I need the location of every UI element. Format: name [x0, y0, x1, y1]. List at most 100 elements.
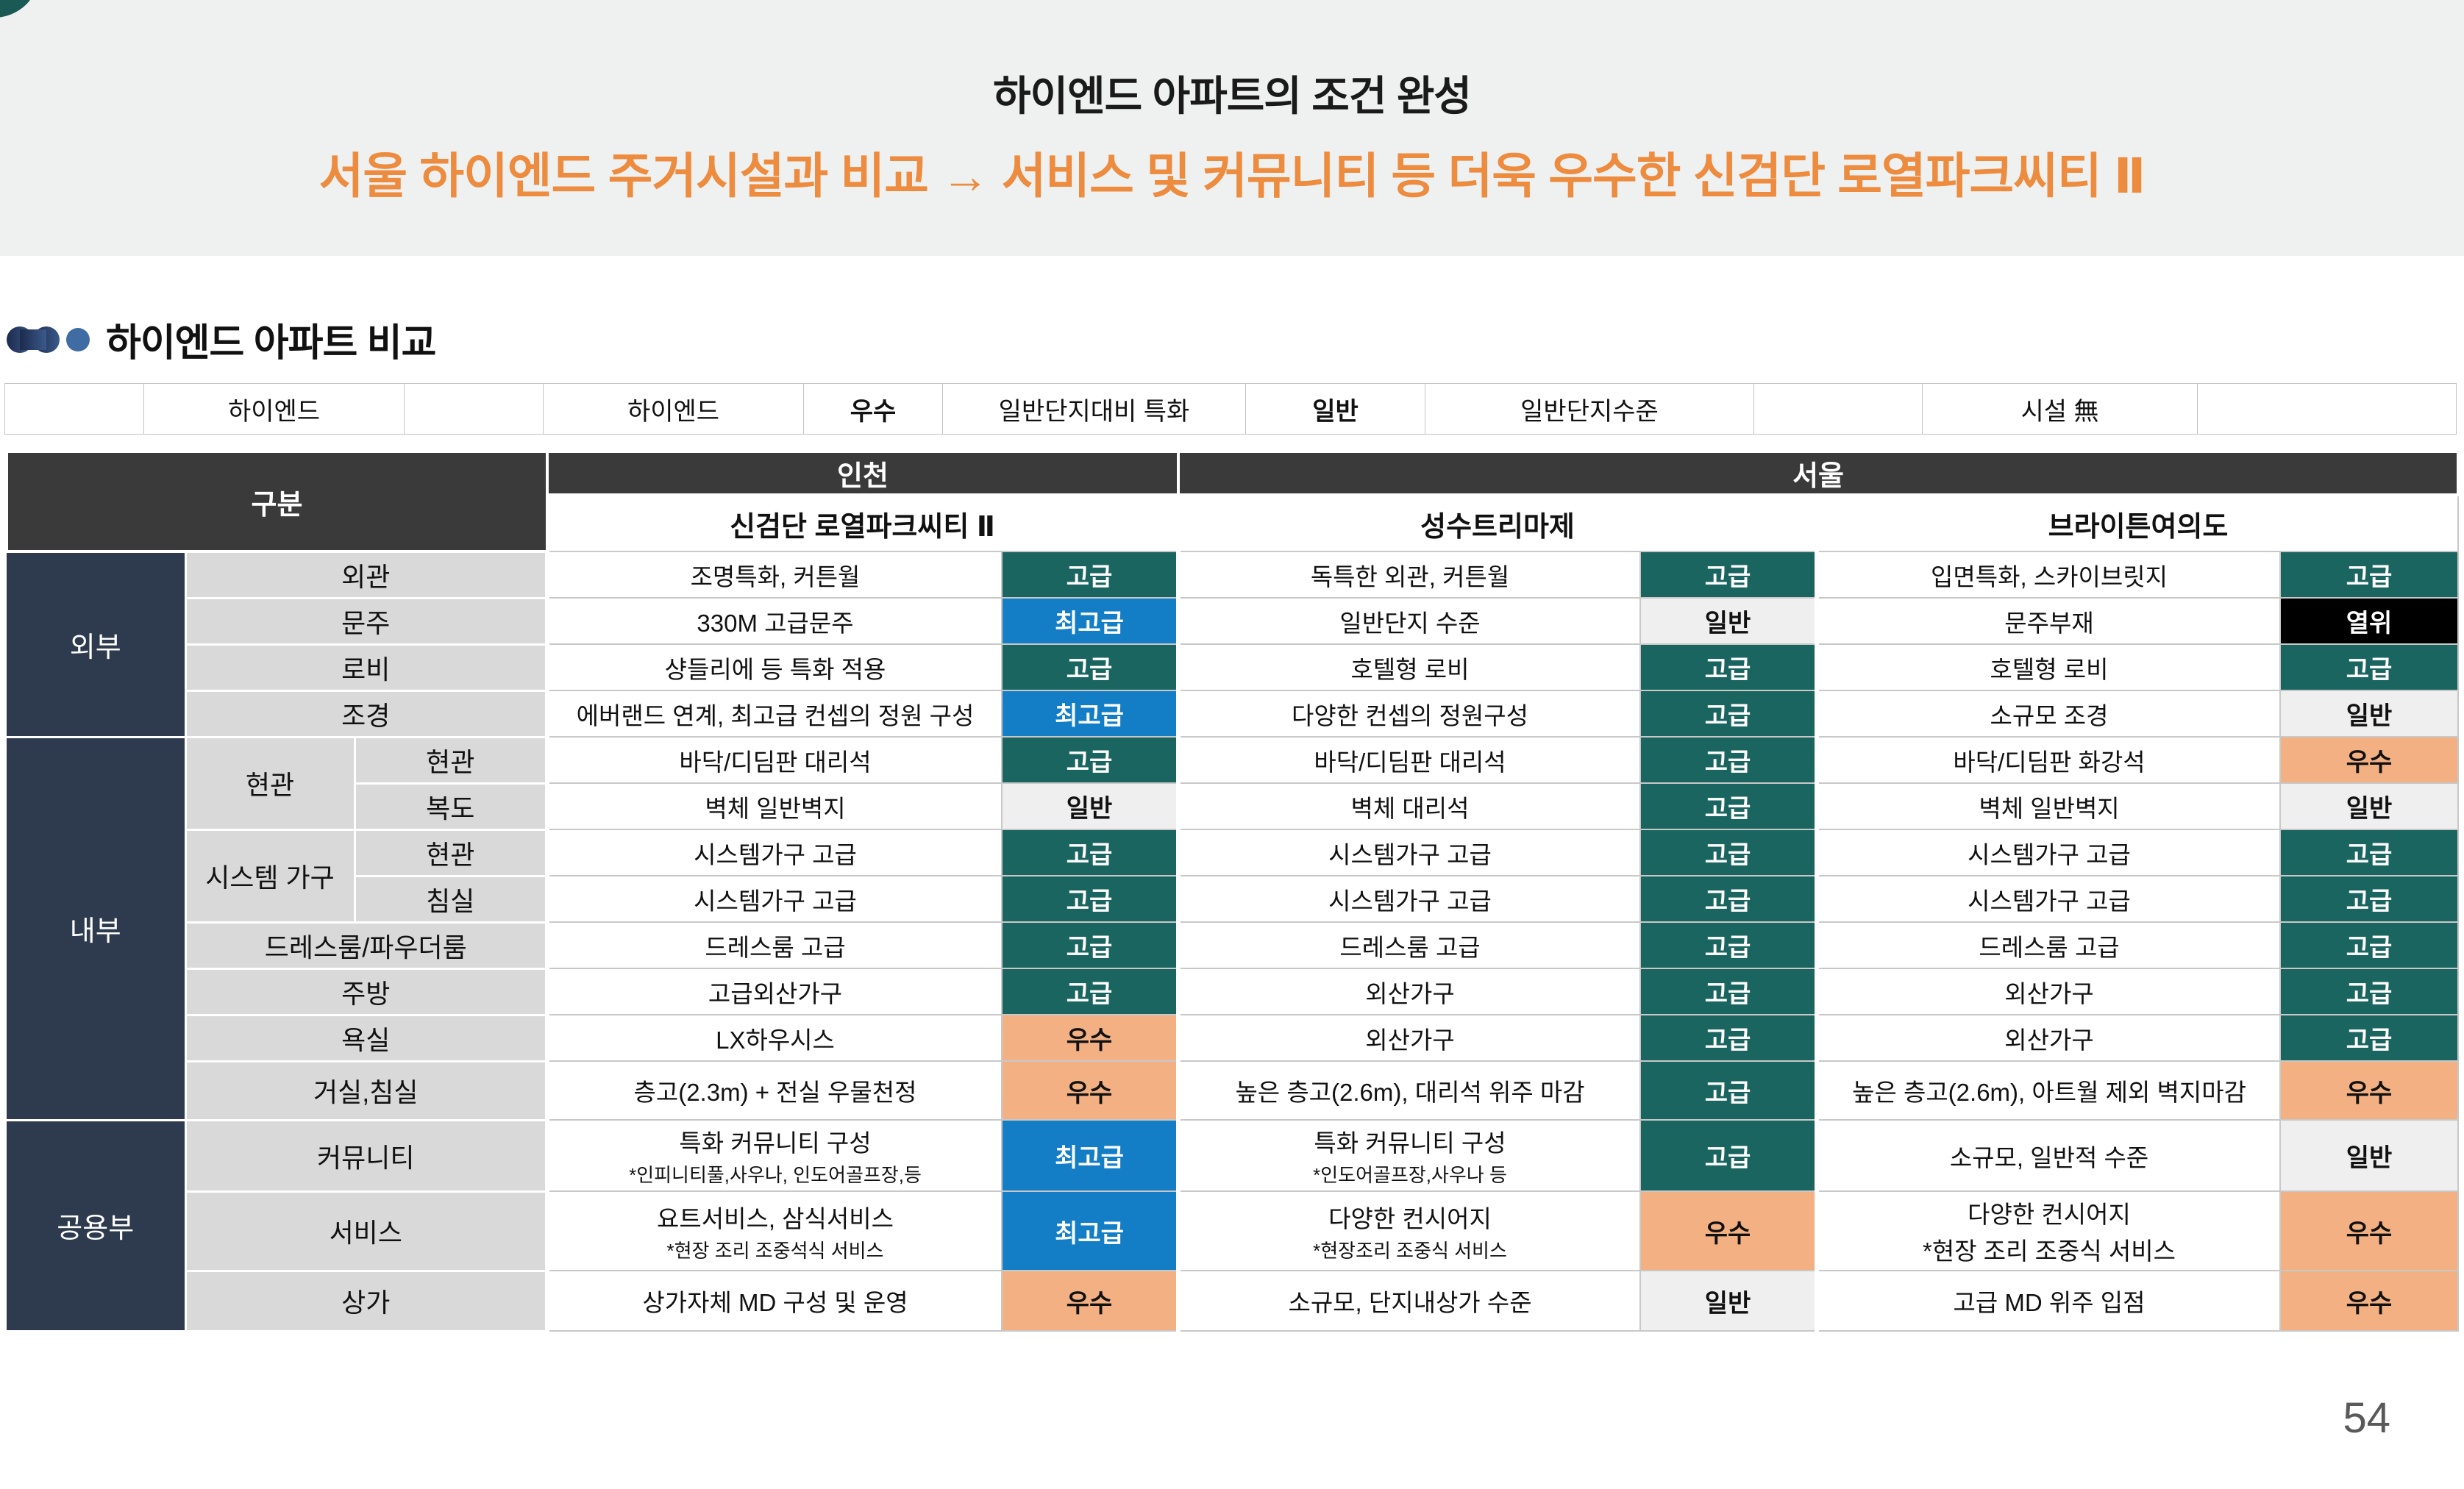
rating-label: 우수: [2346, 1079, 2393, 1107]
feature-text: 외산가구: [2004, 979, 2094, 1007]
rating-badge: 일반: [1639, 597, 1820, 645]
category-label: 서비스: [184, 1190, 549, 1272]
rating-label: 열위: [2346, 610, 2393, 638]
feature-text: LX하우시스: [716, 1026, 835, 1054]
rating-badge: 고급: [1639, 921, 1820, 969]
rating-badge: 우수: [2279, 736, 2460, 784]
rating-label: 고급: [1704, 795, 1751, 823]
rating-badge: 일반: [2279, 690, 2460, 738]
group-common: 공용부: [7, 1118, 187, 1332]
category-label: 로비: [184, 643, 549, 692]
rating-label: 고급: [2346, 656, 2393, 684]
rating-badge: 고급: [2279, 968, 2460, 1015]
feature-cell: 다양한 컨시어지 *현장 조리 조중식 서비스: [1816, 1190, 2282, 1271]
rating-badge: 고급: [1639, 1014, 1820, 1062]
feature-text: 일반단지 수준: [1339, 609, 1481, 637]
feature-cell: 시스템가구 고급: [546, 875, 1003, 923]
feature-text: 드레스룸 고급: [705, 933, 846, 961]
section-title: 하이엔드 아파트 비교: [106, 322, 436, 365]
feature-cell: 고급외산가구: [546, 968, 1003, 1015]
legend-desc-best: 하이엔드: [143, 383, 405, 435]
feature-text: 호텔형 로비: [1350, 655, 1470, 683]
rating-badge: 일반: [2279, 1119, 2460, 1192]
feature-text: 바닥/디딤판 대리석: [679, 748, 872, 776]
rating-badge: 우수: [2279, 1060, 2460, 1121]
feature-cell: 외산가구: [1816, 968, 2282, 1015]
feature-text: 소규모, 일반적 수준: [1949, 1143, 2149, 1171]
subgroup-label: 시스템 가구: [184, 828, 356, 924]
rating-label: 고급: [1066, 841, 1113, 869]
rating-badge: 우수: [1000, 1014, 1181, 1062]
feature-text: 시스템가구 고급: [1328, 840, 1492, 868]
rating-badge: 우수: [2279, 1190, 2460, 1271]
feature-text: 높은 층고(2.6m), 대리석 위주 마감: [1235, 1079, 1585, 1106]
feature-cell: 바닥/디딤판 대리석: [546, 736, 1003, 784]
rating-label: 고급: [1704, 749, 1751, 776]
feature-cell: 소규모 조경: [1816, 690, 2282, 738]
rating-label: 우수: [1066, 1026, 1113, 1054]
category-label: 외관: [184, 550, 549, 599]
legend-badge-inferior: 열위: [1753, 383, 1923, 435]
feature-cell: 시스템가구 고급: [546, 829, 1003, 876]
feature-text: 드레스룸 고급: [1979, 933, 2120, 961]
rating-label: 고급: [2346, 841, 2393, 869]
rating-label: 최고급: [1055, 1144, 1124, 1172]
rating-badge: 우수: [1000, 1060, 1181, 1121]
feature-text: 시스템가구 고급: [1328, 887, 1492, 915]
feature-text: 외산가구: [1365, 1026, 1455, 1054]
rating-badge: 열위: [2279, 597, 2460, 645]
feature-text: 시스템가구 고급: [694, 840, 857, 868]
rating-label: 고급: [1704, 563, 1751, 591]
subcategory-label: 복도: [353, 782, 549, 831]
rating-label: 고급: [1066, 980, 1113, 1008]
rating-label: 우수: [2346, 1219, 2393, 1248]
feature-text: 고급 MD 위주 입점: [1953, 1289, 2146, 1316]
feature-text: 호텔형 로비: [1990, 655, 2109, 683]
category-label: 조경: [184, 689, 549, 738]
rating-badge: 고급: [2279, 921, 2460, 969]
feature-text: 330M 고급문주: [697, 609, 854, 637]
feature-text: 조명특화, 커튼월: [690, 563, 861, 590]
feature-cell: 일반단지 수준: [1178, 597, 1642, 645]
rating-label: 우수: [2346, 749, 2393, 776]
rating-label: 고급: [2346, 888, 2393, 915]
rating-badge: 고급: [1000, 643, 1181, 691]
category-label: 커뮤니티: [184, 1118, 549, 1193]
feature-cell: 입면특화, 스카이브릿지: [1816, 551, 2282, 599]
feature-cell: 바닥/디딤판 화강석: [1816, 736, 2282, 784]
rating-badge: 최고급: [1000, 597, 1181, 645]
feature-cell: 특화 커뮤니티 구성 *인피니티풀,사우나, 인도어골프장,등: [546, 1119, 1003, 1192]
rating-label: 일반: [2346, 795, 2393, 823]
feature-note: *현장 조리 조중석식 서비스: [666, 1239, 884, 1262]
rating-label: 고급: [1066, 934, 1113, 962]
feature-text: 높은 층고(2.6m), 아트월 제외 벽지마감: [1852, 1079, 2246, 1106]
rating-label: 일반: [2346, 1144, 2393, 1172]
feature-text: 바닥/디딤판 화강석: [1953, 748, 2146, 776]
feature-text: 상가자체 MD 구성 및 운영: [642, 1289, 908, 1316]
feature-text: 특화 커뮤니티 구성: [1314, 1129, 1506, 1157]
feature-text: 문주부재: [2004, 609, 2094, 637]
subcategory-label: 침실: [353, 874, 549, 924]
feature-text: 바닥/디딤판 대리석: [1314, 748, 1506, 776]
header-region-seoul: 서울: [1177, 450, 2460, 496]
category-label: 주방: [184, 967, 549, 1016]
rating-badge: 고급: [1639, 551, 1820, 599]
feature-cell: 문주부재: [1816, 597, 2282, 645]
feature-cell: 층고(2.3m) + 전실 우물천정: [546, 1060, 1003, 1121]
rating-badge: 우수: [1639, 1190, 1820, 1271]
rating-badge: 고급: [2279, 1014, 2460, 1062]
rating-label: 고급: [2346, 934, 2393, 962]
group-exterior: 외부: [7, 550, 187, 738]
rating-label: 일반: [1704, 1289, 1751, 1318]
rating-badge: 고급: [1000, 829, 1181, 876]
feature-text: 다양한 컨시어지: [1968, 1201, 2131, 1228]
rating-label: 고급: [1704, 888, 1751, 915]
bullet-dots-icon: [7, 326, 90, 353]
feature-note-large: *현장 조리 조중식 서비스: [1923, 1238, 2176, 1265]
rating-label: 우수: [1066, 1289, 1113, 1318]
legend-badge-normal: 일반: [1245, 383, 1425, 435]
rating-label: 고급: [1704, 1026, 1751, 1054]
group-interior: 내부: [7, 735, 187, 1121]
feature-cell: 시스템가구 고급: [1816, 829, 2282, 876]
legend-desc-high: 하이엔드: [543, 383, 804, 435]
